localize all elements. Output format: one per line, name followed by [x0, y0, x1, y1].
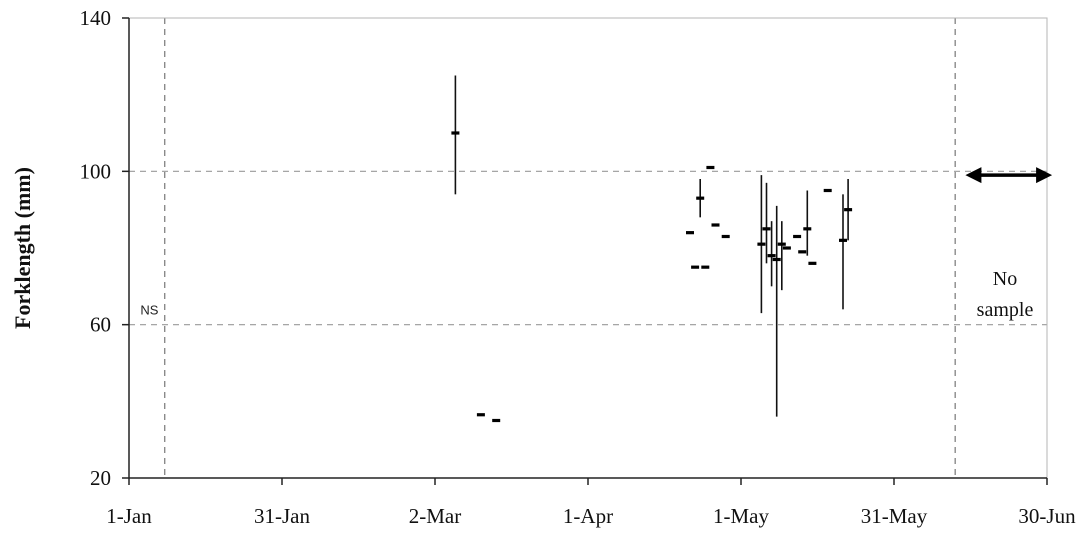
no-sample-arrow-left-head	[965, 167, 982, 184]
x-tick-label-3: 1-Apr	[563, 504, 613, 528]
plot-frame	[128, 17, 1048, 479]
no-sample-annotation-line-0: No	[993, 268, 1017, 290]
x-tick-label-5: 31-May	[861, 504, 928, 528]
x-tick-label-2: 2-Mar	[409, 504, 461, 528]
x-tick-label-1: 31-Jan	[254, 504, 310, 528]
annotations: NS No sample	[140, 167, 1053, 321]
y-axis-label: Forklength (mm)	[10, 167, 35, 329]
x-tick-label-6: 30-Jun	[1018, 504, 1076, 528]
x-tick-label-0: 1-Jan	[106, 504, 152, 528]
y-tick-label-140: 140	[80, 6, 112, 30]
axes	[122, 17, 1048, 485]
y-tick-label-60: 60	[90, 313, 111, 337]
y-tick-label-100: 100	[80, 159, 112, 183]
tick-labels: 20 60 100 140 1-Jan 31-Jan 2-Mar 1-Apr 1-May 31-M…	[80, 6, 1077, 528]
y-tick-label-20: 20	[90, 466, 111, 490]
no-sample-annotation-line-1: sample	[977, 299, 1034, 321]
x-tick-label-4: 1-May	[713, 504, 769, 528]
data-points	[451, 75, 853, 423]
no-sample-arrow-right-head	[1036, 167, 1053, 184]
ns-annotation: NS	[140, 302, 158, 317]
grid-lines	[129, 18, 1047, 478]
